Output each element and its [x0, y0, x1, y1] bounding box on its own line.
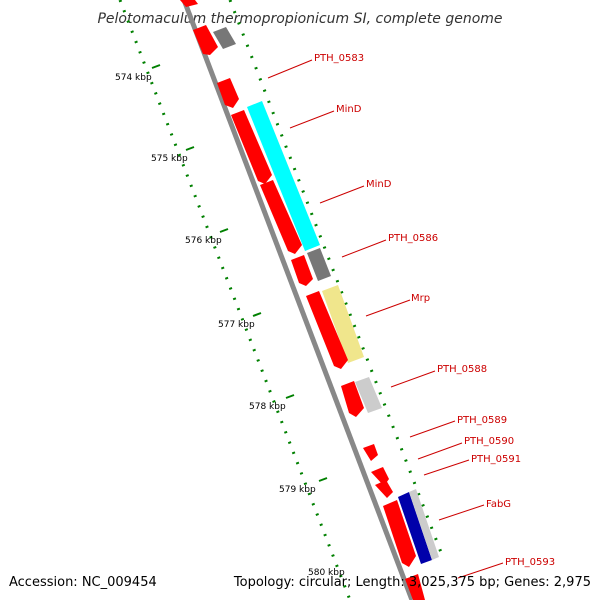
label-leaders: [267, 59, 504, 579]
tick-mark: [185, 146, 195, 151]
navy-feature: [398, 492, 432, 564]
leader-line: [423, 459, 470, 476]
feature-blocks: [213, 27, 439, 564]
leader-line: [438, 504, 485, 521]
gene-arrow: [291, 255, 313, 286]
khaki-feature: [322, 285, 364, 363]
gray-feature: [213, 27, 236, 49]
topology-text: Topology: circular; Length: 3,025,375 bp…: [233, 575, 591, 590]
gene-label-pth-0583: PTH_0583: [314, 53, 364, 64]
tick-mark: [252, 312, 262, 317]
gene-label-pth-0589: PTH_0589: [457, 415, 507, 426]
gene-arrows: [180, 0, 425, 600]
gene-arrow: [217, 78, 239, 108]
gene-label-pth-0593: PTH_0593: [505, 557, 555, 568]
light-gray-feature: [409, 489, 439, 560]
gene-label-mind: MinD: [336, 104, 362, 115]
cyan-feature: [247, 101, 320, 251]
leader-line: [341, 239, 387, 258]
gene-arrow: [180, 0, 198, 7]
gene-label-pth-0586: PTH_0586: [388, 233, 438, 244]
gene-arrow: [375, 480, 393, 498]
gene-arrow: [193, 25, 218, 55]
leader-line: [319, 185, 365, 204]
leader-line: [289, 110, 335, 129]
gene-label-mrp: Mrp: [411, 293, 430, 304]
gene-label-mind: MinD: [366, 179, 392, 190]
tick-mark: [318, 477, 328, 482]
leader-line: [267, 59, 313, 79]
tick-label: 579 kbp: [279, 485, 316, 495]
scale-ticks: [151, 64, 328, 482]
gene-arrow: [260, 180, 302, 254]
tick-label: 580 kbp: [308, 568, 345, 578]
leader-line: [390, 370, 436, 388]
tick-label: 574 kbp: [115, 73, 152, 83]
gene-arrow: [383, 500, 416, 567]
gene-arrow: [363, 444, 378, 461]
gene-label-pth-0588: PTH_0588: [437, 364, 487, 375]
tick-mark: [285, 394, 295, 399]
gene-label-fabg: FabG: [486, 499, 511, 510]
tick-label: 577 kbp: [218, 320, 255, 330]
gene-arrow: [231, 110, 272, 184]
gene-label-pth-0590: PTH_0590: [464, 436, 514, 447]
gray-feature: [307, 248, 331, 281]
tick-label: 575 kbp: [151, 154, 188, 164]
gene-label-pth-0591: PTH_0591: [471, 454, 521, 465]
accession-text: Accession: NC_009454: [9, 575, 157, 590]
map-title: Pelotomaculum thermopropionicum SI, comp…: [97, 11, 502, 27]
outer-dotted-line: [228, 0, 444, 556]
tick-label: 576 kbp: [185, 236, 222, 246]
leader-line: [457, 562, 504, 579]
gene-arrow: [405, 574, 425, 600]
tick-mark: [219, 228, 229, 233]
genome-backbone: [181, 0, 415, 600]
leader-line: [417, 442, 463, 460]
gene-arrow: [341, 381, 364, 417]
tick-label: 578 kbp: [249, 402, 286, 412]
light-gray-feature: [355, 377, 382, 413]
leader-line: [409, 420, 456, 438]
gene-arrow: [306, 291, 348, 369]
leader-line: [365, 299, 411, 317]
tick-mark: [151, 64, 161, 69]
